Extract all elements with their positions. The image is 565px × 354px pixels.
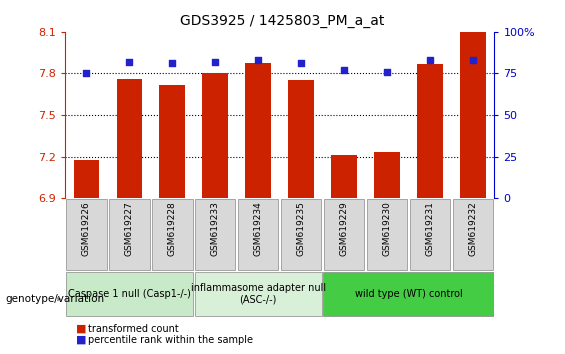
Bar: [281, 199, 321, 270]
Text: GSM619234: GSM619234: [254, 201, 263, 256]
Point: [340, 67, 349, 73]
Point: [168, 61, 177, 66]
Text: ■: ■: [76, 335, 87, 345]
Point: [82, 71, 91, 76]
Text: GSM619233: GSM619233: [211, 201, 220, 256]
Bar: [245, 63, 271, 198]
Text: GDS3925 / 1425803_PM_a_at: GDS3925 / 1425803_PM_a_at: [180, 14, 385, 28]
Point: [211, 59, 220, 65]
Bar: [66, 272, 193, 316]
Bar: [66, 199, 107, 270]
Bar: [238, 199, 279, 270]
Text: GSM619226: GSM619226: [82, 201, 91, 256]
Bar: [453, 199, 493, 270]
Text: GSM619235: GSM619235: [297, 201, 306, 256]
Bar: [116, 79, 142, 198]
Text: inflammasome adapter null
(ASC-/-): inflammasome adapter null (ASC-/-): [190, 283, 326, 305]
Text: transformed count: transformed count: [88, 324, 179, 333]
Bar: [324, 199, 364, 270]
Bar: [159, 85, 185, 198]
Text: ■: ■: [76, 324, 87, 333]
Text: Caspase 1 null (Casp1-/-): Caspase 1 null (Casp1-/-): [68, 289, 191, 299]
Bar: [460, 32, 486, 198]
Bar: [152, 199, 193, 270]
Bar: [324, 272, 493, 316]
Text: GSM619230: GSM619230: [383, 201, 392, 256]
Text: wild type (WT) control: wild type (WT) control: [355, 289, 462, 299]
Text: GSM619232: GSM619232: [468, 201, 477, 256]
Text: genotype/variation: genotype/variation: [6, 294, 105, 304]
Point: [425, 57, 434, 63]
Bar: [288, 80, 314, 198]
Text: GSM619229: GSM619229: [340, 201, 349, 256]
Point: [254, 57, 263, 63]
Point: [297, 61, 306, 66]
Bar: [195, 199, 236, 270]
Bar: [195, 272, 321, 316]
Text: GSM619228: GSM619228: [168, 201, 177, 256]
Point: [383, 69, 392, 75]
Bar: [109, 199, 150, 270]
Text: percentile rank within the sample: percentile rank within the sample: [88, 335, 253, 345]
Bar: [410, 199, 450, 270]
Point: [468, 57, 477, 63]
Bar: [374, 153, 400, 198]
Bar: [202, 74, 228, 198]
Bar: [367, 199, 407, 270]
Bar: [331, 155, 357, 198]
Bar: [73, 160, 99, 198]
Point: [125, 59, 134, 65]
Bar: [417, 64, 443, 198]
Text: GSM619227: GSM619227: [125, 201, 134, 256]
Text: GSM619231: GSM619231: [425, 201, 434, 256]
